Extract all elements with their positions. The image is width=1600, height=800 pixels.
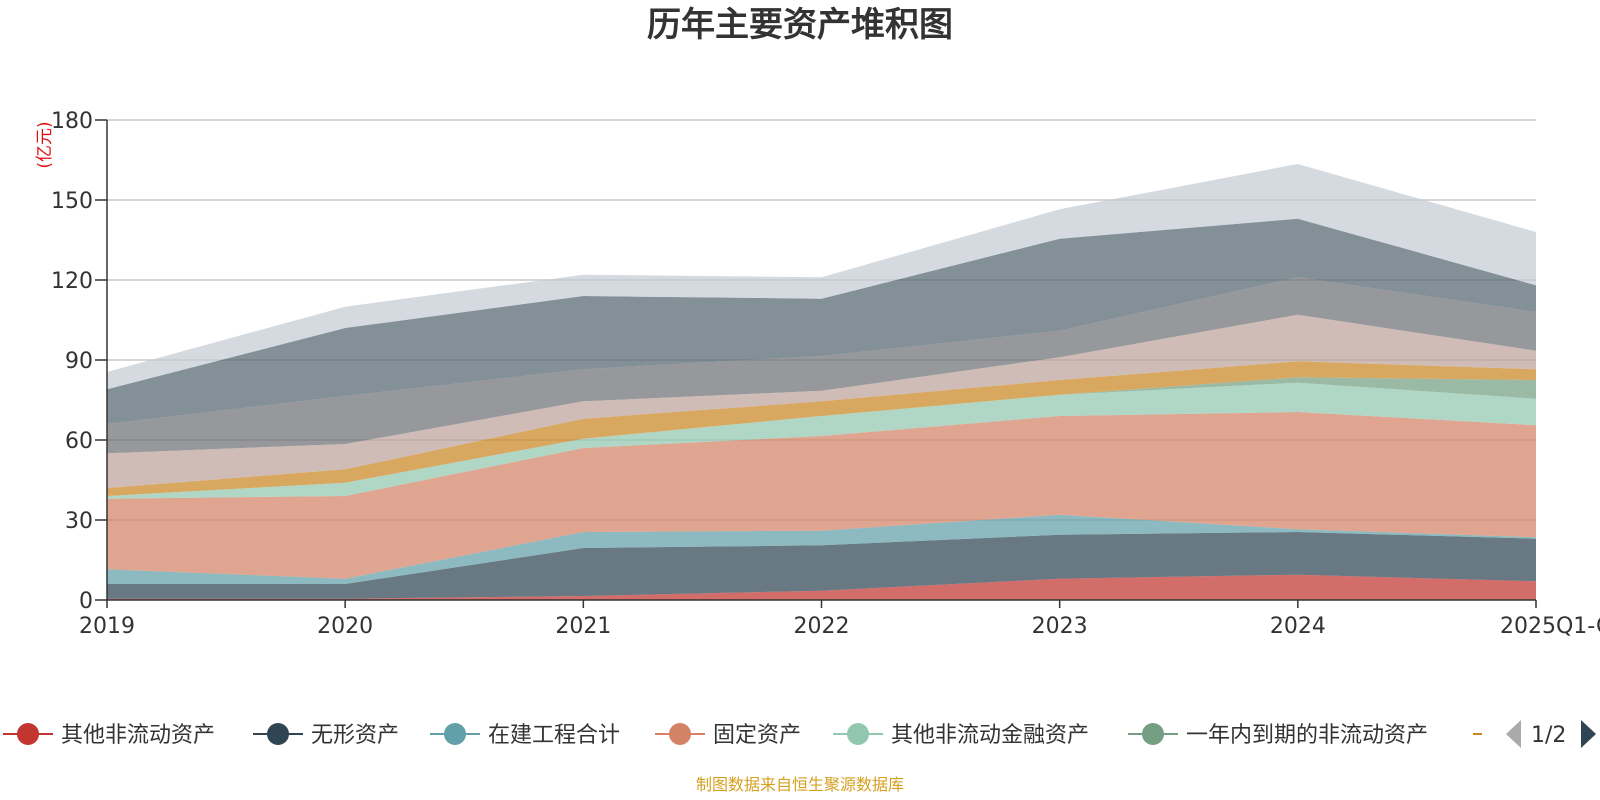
legend-marker-icon <box>267 723 289 745</box>
legend-label: 一年内到期的非流动资产 <box>1186 723 1428 748</box>
y-tick-label: 120 <box>51 269 93 294</box>
y-tick-label: 0 <box>79 589 93 614</box>
x-tick-label: 2025Q1-Q3 <box>1500 614 1600 639</box>
legend-marker-icon <box>847 723 869 745</box>
legend-item[interactable]: 其他非流动资产 <box>3 723 215 748</box>
area-series-3[interactable] <box>107 514 1536 584</box>
area-series-5[interactable] <box>107 382 1536 499</box>
y-tick-label: 30 <box>65 509 93 534</box>
y-tick-label: 90 <box>65 349 93 374</box>
legend-item[interactable]: 其他非流动金融资产 <box>833 723 1089 748</box>
legend-prev-page-icon[interactable] <box>1506 720 1521 748</box>
area-series-9[interactable] <box>107 277 1536 454</box>
area-series-1[interactable] <box>107 574 1536 600</box>
legend-marker-icon <box>669 723 691 745</box>
area-series-2[interactable] <box>107 532 1536 599</box>
legend-item[interactable]: 固定资产 <box>655 723 801 748</box>
x-tick-label: 2020 <box>317 614 373 639</box>
data-source-note: 制图数据来自恒生聚源数据库 <box>696 775 904 794</box>
legend-marker-icon <box>17 723 39 745</box>
y-tick-label: 150 <box>51 189 93 214</box>
x-tick-label: 2019 <box>79 614 135 639</box>
legend-item[interactable]: 一年内到期的非流动资产 <box>1128 723 1428 748</box>
x-tick-label: 2023 <box>1032 614 1088 639</box>
y-tick-label: 180 <box>51 109 93 134</box>
legend-page-indicator: 1/2 <box>1531 723 1566 748</box>
legend-marker-icon <box>444 723 466 745</box>
legend-label: 在建工程合计 <box>488 723 620 748</box>
legend-label: 无形资产 <box>311 723 399 748</box>
area-series-7[interactable] <box>107 361 1536 496</box>
x-tick-label: 2022 <box>794 614 850 639</box>
legend-next-page-icon[interactable] <box>1581 720 1596 748</box>
chart-title: 历年主要资产堆积图 <box>647 5 953 45</box>
legend-label: 其他非流动金融资产 <box>891 723 1089 748</box>
area-series-4[interactable] <box>107 412 1536 579</box>
area-series-10[interactable] <box>107 218 1536 424</box>
area-series[interactable] <box>107 164 1536 600</box>
legend-label: 其他非流动资产 <box>61 723 215 748</box>
x-tick-label: 2024 <box>1270 614 1326 639</box>
legend-marker-icon <box>1142 723 1164 745</box>
legend-label: 固定资产 <box>713 723 801 748</box>
x-tick-label: 2021 <box>555 614 611 639</box>
axes: 0 30 60 90 120 150 180 2019 2020 2021 2022 2023 2024… <box>51 109 1600 639</box>
legend[interactable]: 其他非流动资产 无形资产 在建工程合计 固定资产 其他非流动金融资产 一年内到期的非流动资… <box>3 720 1596 748</box>
legend-item[interactable]: 在建工程合计 <box>430 723 620 748</box>
area-series-8[interactable] <box>107 314 1536 488</box>
y-tick-label: 60 <box>65 429 93 454</box>
area-series-11[interactable] <box>107 164 1536 390</box>
legend-item[interactable]: 无形资产 <box>253 723 399 748</box>
y-axis-unit: (亿元) <box>35 121 55 168</box>
